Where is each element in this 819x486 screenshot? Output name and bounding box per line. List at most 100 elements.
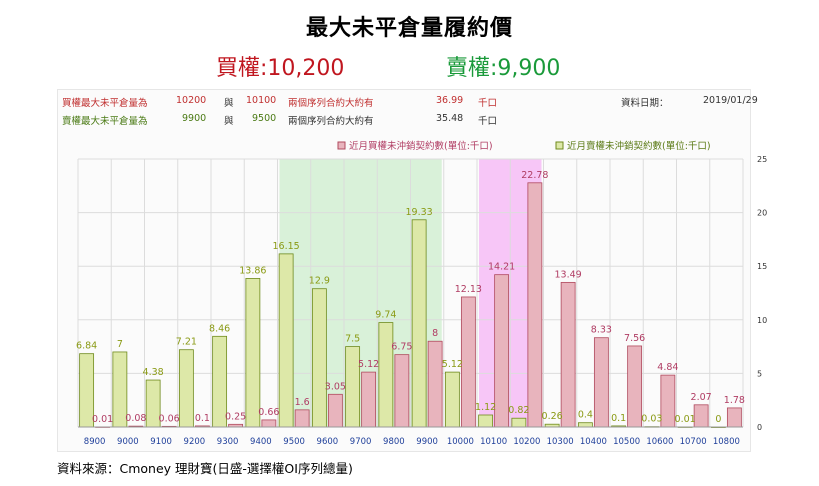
put-bar	[511, 417, 527, 428]
x-tick-label: 10500	[613, 437, 640, 447]
put-data-label: 0	[715, 414, 721, 425]
source-note: 資料來源：Cmoney 理財寶(日盛-選擇權OI序列總量)	[57, 461, 353, 476]
call-data-label: 7.56	[624, 333, 645, 344]
put-bar	[444, 371, 460, 428]
x-tick-label: 10700	[680, 437, 707, 447]
call-info-label: 買權最大未平倉量為	[62, 98, 148, 109]
call-bar	[261, 419, 277, 428]
call-info-and: 與	[224, 98, 234, 109]
call-bar	[693, 404, 709, 428]
y-tick-label: 20	[757, 209, 767, 218]
put-data-label: 7	[117, 339, 123, 350]
x-tick-label: 9400	[250, 437, 272, 447]
put-data-label: 7.5	[345, 334, 360, 345]
x-tick-label: 10400	[580, 437, 607, 447]
call-bar	[593, 337, 609, 428]
put-data-label: 0.03	[641, 414, 662, 425]
call-bar	[327, 393, 343, 428]
put-data-label: 16.15	[273, 241, 300, 252]
call-data-label: 4.84	[657, 362, 678, 373]
put-data-label: 6.84	[76, 341, 97, 352]
put-info-desc: 兩個序列合約大約有	[288, 116, 374, 127]
call-bar	[627, 345, 643, 428]
call-data-label: 2.07	[691, 392, 712, 403]
call-max-strike-label: 買權:10,200	[216, 56, 345, 81]
data-date-value: 2019/01/29	[703, 95, 758, 106]
call-data-label: 8.33	[591, 325, 612, 336]
call-data-label: 8	[432, 328, 438, 339]
put-data-label: 0.82	[508, 405, 529, 416]
put-bar	[178, 349, 194, 428]
x-tick-label: 9700	[350, 437, 372, 447]
data-date-label: 資料日期：	[621, 98, 669, 109]
call-data-label: 14.21	[488, 262, 515, 273]
legend-put-label: 近月賣權未沖銷契約數(單位:千口)	[567, 140, 711, 152]
x-tick-label: 9200	[184, 437, 206, 447]
call-data-label: 22.78	[521, 170, 548, 181]
legend-put-swatch	[555, 141, 564, 150]
put-bar	[378, 322, 394, 428]
call-bar	[726, 407, 742, 428]
put-data-label: 0.26	[542, 411, 563, 422]
put-data-label: 8.46	[209, 323, 230, 334]
call-data-label: 6.75	[391, 342, 412, 353]
legend-call-swatch	[337, 141, 346, 150]
call-data-label: 0.66	[258, 407, 279, 418]
x-tick-label: 10300	[547, 437, 574, 447]
put-data-label: 0.4	[578, 410, 593, 421]
y-tick-label: 10	[757, 316, 767, 325]
y-tick-label: 25	[757, 155, 767, 164]
put-info-and: 與	[224, 116, 234, 127]
put-info-label: 賣權最大未平倉量為	[62, 116, 148, 127]
put-bar	[311, 288, 327, 428]
x-tick-label: 8900	[84, 437, 106, 447]
x-tick-label: 10600	[646, 437, 673, 447]
put-data-label: 13.86	[239, 265, 266, 276]
call-data-label: 0.08	[125, 413, 146, 424]
call-info-value: 36.99	[436, 95, 464, 106]
put-data-label: 5.12	[442, 359, 463, 370]
put-bar	[478, 414, 494, 428]
y-tick-label: 15	[757, 262, 767, 271]
put-bar	[577, 422, 593, 428]
x-tick-label: 9900	[416, 437, 438, 447]
call-info-strike2: 10100	[246, 95, 277, 106]
x-tick-label: 9800	[383, 437, 405, 447]
x-tick-label: 9500	[283, 437, 305, 447]
call-info-unit: 千口	[478, 98, 498, 109]
call-data-label: 0.06	[159, 413, 180, 424]
x-tick-label: 9100	[150, 437, 172, 447]
x-tick-label: 9300	[217, 437, 239, 447]
chart-title: 最大未平倉量履約價	[305, 16, 513, 41]
call-bar	[494, 274, 510, 428]
put-bar	[411, 219, 427, 428]
call-bar	[394, 354, 410, 428]
put-max-strike-label: 賣權:9,900	[446, 56, 561, 81]
call-bar	[294, 409, 310, 428]
call-data-label: 3.05	[325, 381, 346, 392]
put-data-label: 0.01	[675, 414, 696, 425]
put-data-label: 12.9	[309, 276, 330, 287]
put-data-label: 0.1	[611, 413, 626, 424]
x-tick-label: 10000	[447, 437, 474, 447]
put-data-label: 4.38	[143, 367, 164, 378]
call-bar	[660, 374, 676, 428]
call-data-label: 1.78	[724, 395, 745, 406]
call-info-desc: 兩個序列合約大約有	[288, 98, 374, 109]
call-bar	[527, 182, 543, 428]
call-bar	[560, 281, 576, 428]
call-data-label: 1.6	[295, 397, 310, 408]
put-data-label: 1.12	[475, 402, 496, 413]
x-tick-label: 9600	[317, 437, 339, 447]
call-bar	[427, 340, 443, 428]
x-tick-label: 10800	[713, 437, 740, 447]
legend-call-label: 近月買權未沖銷契約數(單位:千口)	[349, 140, 493, 152]
put-info-strike2: 9500	[252, 113, 277, 124]
x-tick-label: 9000	[117, 437, 139, 447]
put-data-label: 7.21	[176, 337, 197, 348]
call-data-label: 13.49	[555, 269, 582, 280]
call-data-label: 0.25	[225, 411, 246, 422]
call-bar	[460, 296, 476, 428]
put-info-unit: 千口	[478, 116, 498, 127]
